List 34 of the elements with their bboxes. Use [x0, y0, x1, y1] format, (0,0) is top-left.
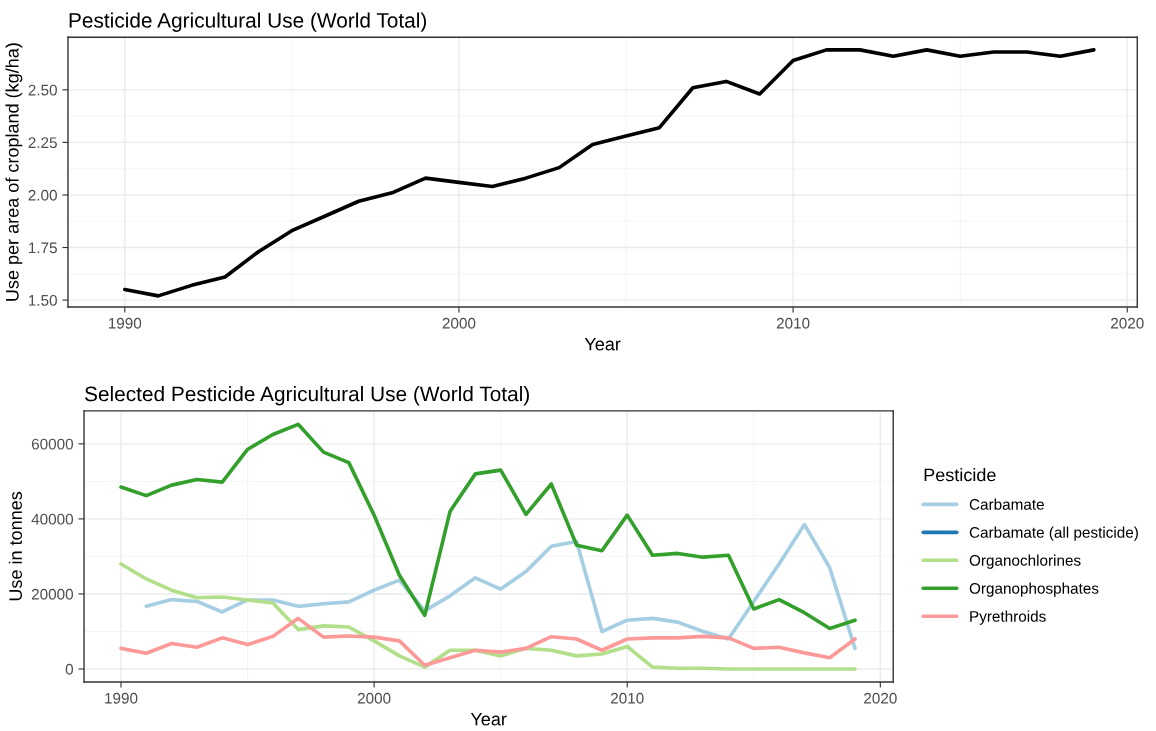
y-tick-label: 40000	[31, 513, 74, 525]
y-tick-label: 2.25	[28, 137, 57, 149]
legend-label: Carbamate (all pesticide)	[969, 526, 1138, 541]
line-series	[122, 48, 1096, 298]
x-tick-label: 2020	[864, 692, 897, 704]
x-tick-label: 1990	[108, 317, 142, 329]
y-axis-title: Use in tonnes	[8, 491, 23, 601]
x-tick-label: 2010	[776, 317, 810, 329]
legend-label: Pyrethroids	[970, 610, 1046, 625]
legend-label: Organochlorines	[969, 554, 1081, 569]
y-axis-title: Use per area of cropland (kg/ha)	[5, 43, 23, 301]
chart-title: Selected Pesticide Agricultural Use (World Total)	[84, 386, 529, 406]
x-tick-label: 1990	[105, 692, 138, 704]
legend-label: Carbamate	[969, 498, 1044, 510]
y-tick-label: 60000	[31, 438, 74, 450]
y-tick-label: 2.50	[28, 84, 57, 96]
x-axis-title: Year	[470, 712, 507, 726]
y-tick-label: 1.75	[28, 242, 57, 254]
line-series	[119, 562, 857, 671]
chart-title: Pesticide Agricultural Use (World Total)	[69, 12, 427, 32]
x-tick-label: 2020	[1111, 317, 1144, 329]
x-tick-label: 2000	[357, 692, 391, 704]
line-series	[119, 616, 857, 668]
legend-label: Organophosphates	[969, 582, 1099, 597]
line-series	[119, 422, 857, 631]
x-axis-title: Year	[584, 337, 621, 351]
y-tick-label: 20000	[31, 588, 74, 600]
x-tick-label: 2010	[611, 692, 644, 704]
y-tick-label: 1.50	[28, 294, 57, 306]
x-tick-label: 2000	[442, 317, 476, 329]
legend-title: Pesticide	[924, 468, 996, 482]
y-tick-label: 0	[65, 663, 74, 675]
line-series	[144, 522, 857, 651]
y-tick-label: 2.00	[28, 189, 57, 201]
